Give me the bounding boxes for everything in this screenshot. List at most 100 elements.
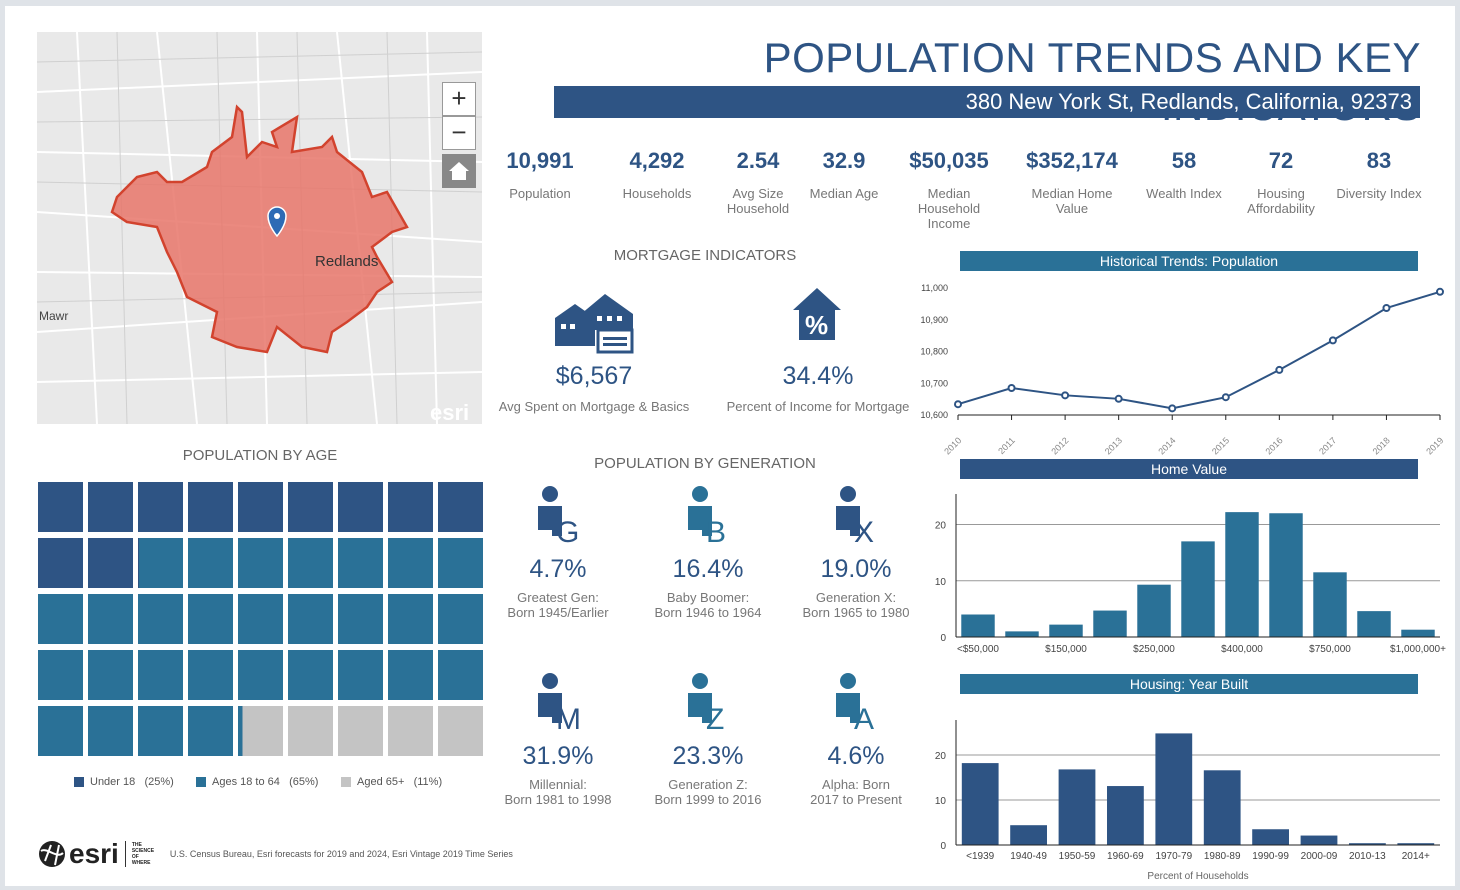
zoom-out-button[interactable]: − [442,116,476,150]
bar [1357,611,1391,637]
y-tick-label: 10,700 [920,378,948,388]
x-tick-label: 2010 [942,435,963,456]
y-tick-label: 10 [935,577,947,588]
stat-value: 83 [1366,148,1392,173]
stat-label: Wealth Index [1146,186,1222,201]
generation-letter: X [854,516,874,544]
y-tick-label: 0 [940,633,946,644]
y-tick-label: 0 [940,841,946,852]
mortgage-spent-value: $6,567 [555,362,633,390]
label-line: Born 1981 to 1998 [504,792,612,807]
label-line: 2017 to Present [810,792,902,807]
zoom-in-button[interactable]: + [442,82,476,116]
waffle-cell [288,482,333,532]
legend-label: Ages 18 to 64 [212,776,280,788]
esri-logo-text: esri [69,838,119,869]
y-tick-label: 10,600 [920,410,948,420]
generation-heading: POPULATION BY GENERATION [594,455,816,472]
x-tick-label: 2010-13 [1349,851,1386,862]
data-point [1114,394,1123,403]
bar [961,614,995,637]
waffle-cell [38,538,83,588]
home-value-bar-chart: 0 10 20 <$50,000 $150,000 $250,000 $400,000 $75… [935,494,1446,654]
waffle-cell [188,650,233,700]
stat-8: 83 Diversity Index [1319,148,1439,201]
generation-pct: 23.3% [672,742,744,770]
bar [1300,835,1338,845]
waffle-cell [238,482,283,532]
waffle-cell [38,594,83,644]
house-percent-icon: % [793,288,841,340]
generation-label: Greatest Gen: Born 1945/Earlier [483,590,633,620]
generation-item: B 16.4% Baby Boomer: Born 1946 to 1964 [633,484,783,620]
legend-label: Aged 65+ [357,776,405,788]
data-point [1436,287,1444,296]
map[interactable]: Redlands Mawr esri + − [37,32,482,424]
stat-label: Households [622,186,692,201]
generation-label: Generation Z: Born 1999 to 2016 [633,777,783,807]
age-waffle-chart [38,482,483,756]
stat-value: $352,174 [1026,148,1118,173]
waffle-cell [388,482,433,532]
data-point [1221,393,1230,402]
stat-value: $50,035 [909,148,989,173]
map-canvas[interactable]: Redlands Mawr esri [37,32,482,424]
y-tick-label: 10,800 [920,347,948,357]
legend-pct: (25%) [144,776,174,788]
x-tick-label: $250,000 [1133,644,1175,654]
stat-7: 72 Housing Affordability [1221,148,1341,216]
bar [1010,825,1047,845]
waffle-cell [188,538,233,588]
bar [1049,624,1083,637]
home-button[interactable] [442,154,476,188]
bar [1181,541,1215,637]
waffle-cell [138,594,183,644]
year-built-bar-chart: 0 10 20 <1939 1940-49 1950-59 1960-69 1970-79 19… [935,720,1440,882]
waffle-cell [188,706,233,756]
waffle-cell [38,482,83,532]
generation-letter: M [556,703,581,731]
x-axis-title: Percent of Households [1147,871,1248,882]
label-line: Baby Boomer: [666,590,750,605]
x-tick-label: 2013 [1103,435,1124,456]
label-line: Born 1999 to 2016 [654,792,762,807]
bar [1313,572,1347,637]
generation-item: A 4.6% Alpha: Born 2017 to Present [781,671,931,807]
waffle-cell [88,482,133,532]
waffle-cell [438,706,483,756]
waffle-cell [338,650,383,700]
generation-pct: 4.6% [827,742,885,770]
legend-label: Under 18 [90,776,136,788]
generation-label: Generation X: Born 1965 to 1980 [781,590,931,620]
mortgage-spent-label: Avg Spent on Mortgage & Basics [498,399,690,414]
stat-4: $50,035 Median Household Income [889,148,1009,231]
legend-swatch [74,777,84,787]
generation-pct: 19.0% [820,555,892,583]
home-icon [449,162,469,180]
person-icon: X [836,486,874,549]
bar [1005,631,1039,637]
waffle-cell [38,706,83,756]
x-tick-label: 2014 [1156,435,1177,456]
person-icon: B [688,486,726,549]
legend-pct: (11%) [413,776,443,788]
waffle-cell [138,650,183,700]
x-tick-label: 1980-89 [1204,851,1241,862]
stat-3: 32.9 Median Age [784,148,904,201]
x-tick-label: 1940-49 [1010,851,1047,862]
chart-title-population: Historical Trends: Population [960,251,1418,271]
chart-title-home-value: Home Value [960,459,1418,479]
bar [1225,512,1259,637]
data-point [1382,304,1391,313]
bar [1269,513,1303,637]
infographic: Redlands Mawr esri + − POPULATION TRENDS… [5,6,1455,886]
tagline: THE SCIENCE OF WHERE [131,842,155,866]
generation-pct: 31.9% [522,742,594,770]
stat-label: Median Household Income [917,186,981,231]
bar [1058,769,1096,845]
waffle-cell [338,538,383,588]
label-line: Born 1946 to 1964 [654,605,762,620]
location-pin-icon[interactable] [267,206,287,238]
generation-pct: 16.4% [672,555,744,583]
label-line: Millennial: [529,777,587,792]
